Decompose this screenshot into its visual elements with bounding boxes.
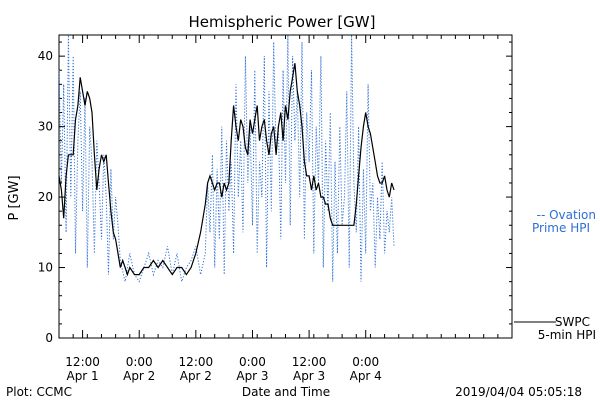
series-swpc-line — [58, 63, 395, 277]
x-tick-label-time: 12:00 — [65, 355, 100, 369]
x-tick-label-time: 12:00 — [179, 355, 214, 369]
y-tick-label: 40 — [38, 49, 53, 63]
x-tick-label-date: Apr 3 — [293, 369, 325, 383]
series-layer — [58, 34, 395, 283]
x-tick-label-date: Apr 3 — [236, 369, 268, 383]
y-axis-ticks: 0 10 20 30 40 — [38, 41, 512, 345]
x-tick-label-time: 0:00 — [126, 355, 153, 369]
plot-frame — [58, 34, 513, 339]
legend-ovation-line2: Prime HPI — [532, 221, 590, 235]
y-tick-label: 10 — [38, 261, 53, 275]
footer-timestamp: 2019/04/04 05:05:18 — [455, 385, 582, 399]
x-tick-label-date: Apr 1 — [66, 369, 98, 383]
legend-swpc-line1: SWPC — [555, 315, 590, 329]
x-axis-label: Date and Time — [242, 385, 330, 399]
y-tick-label: 0 — [45, 331, 53, 345]
chart-title: Hemispheric Power [GW] — [189, 13, 376, 31]
y-axis-label: P [GW] — [7, 175, 22, 220]
legend-swpc-line2: 5-min HPI — [538, 328, 596, 342]
y-tick-label: 20 — [38, 190, 53, 204]
x-tick-label-date: Apr 2 — [123, 369, 155, 383]
legend-ovation-line1: -- Ovation — [537, 208, 596, 222]
series-ovation-prime-line — [58, 34, 395, 283]
x-tick-label-time: 0:00 — [352, 355, 379, 369]
footer-plot-credit: Plot: CCMC — [6, 385, 72, 399]
x-tick-label-time: 0:00 — [239, 355, 266, 369]
y-tick-label: 30 — [38, 120, 53, 134]
x-tick-label-date: Apr 4 — [350, 369, 382, 383]
legend: -- Ovation Prime HPI SWPC 5-min HPI — [514, 208, 596, 342]
x-tick-label-time: 12:00 — [292, 355, 327, 369]
x-tick-label-date: Apr 2 — [180, 369, 212, 383]
